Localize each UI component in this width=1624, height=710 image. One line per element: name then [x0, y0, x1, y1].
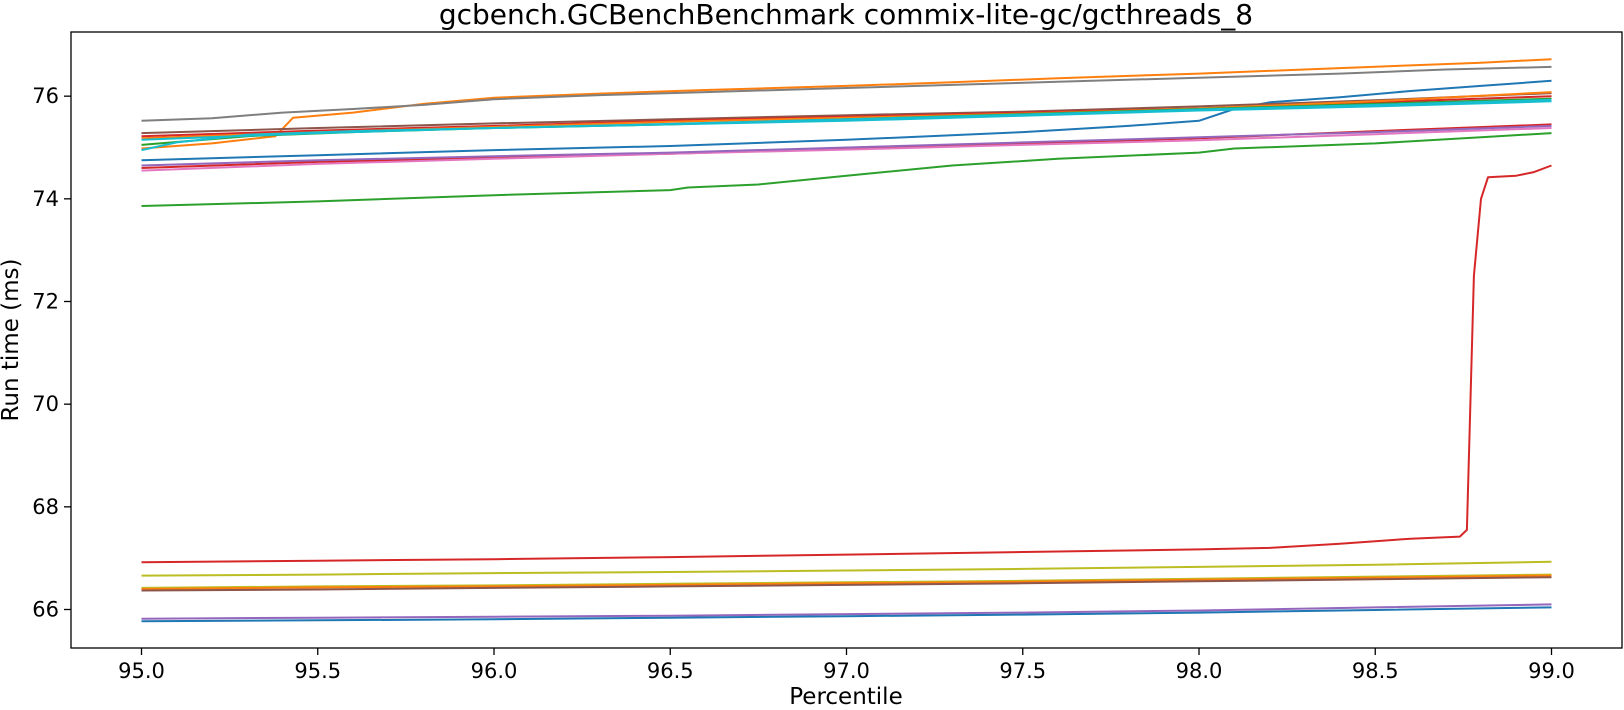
series-line-2	[141, 65, 1552, 122]
series-line-16	[141, 573, 1552, 589]
x-tick-label-9: 99.0	[1528, 659, 1575, 683]
series-line-12	[141, 124, 1552, 167]
x-axis-label: Percentile	[789, 684, 902, 710]
series-line-11	[141, 127, 1552, 172]
y-axis-label: Run time (ms)	[0, 258, 24, 421]
y-tick-label-5: 74	[32, 187, 59, 211]
x-tick-label-3: 96.0	[471, 659, 518, 683]
x-axis: 95.0 95.5 96.0 96.5 97.0 97.5 98.0 98.5 99.0	[118, 648, 1575, 683]
y-tick-label-6: 76	[32, 84, 59, 108]
chart-title: gcbench.GCBenchBenchmark commix-lite-gc/…	[439, 0, 1253, 31]
x-tick-label-7: 98.0	[1176, 659, 1223, 683]
y-tick-label-2: 68	[32, 495, 59, 519]
series-line-20	[141, 606, 1552, 623]
x-tick-label-6: 97.5	[999, 659, 1046, 683]
x-tick-label-5: 97.0	[823, 659, 870, 683]
series-line-19	[141, 603, 1552, 620]
x-tick-label-8: 98.5	[1352, 659, 1399, 683]
series-line-9	[141, 98, 1552, 141]
y-tick-label-4: 72	[32, 290, 59, 314]
plot-series-group	[141, 58, 1552, 623]
y-axis: 66 68 70 72 74 76	[32, 84, 71, 622]
series-line-3	[141, 79, 1552, 162]
y-tick-label-1: 66	[32, 598, 59, 622]
x-tick-label-4: 96.5	[647, 659, 694, 683]
series-line-14	[141, 164, 1552, 564]
series-line-13	[141, 132, 1552, 207]
series-line-18	[141, 576, 1552, 592]
series-line-17	[141, 574, 1552, 590]
series-line-4	[141, 92, 1552, 135]
y-tick-label-3: 70	[32, 392, 59, 416]
x-tick-label-2: 95.5	[294, 659, 341, 683]
series-line-15	[141, 560, 1552, 577]
series-line-1	[141, 58, 1552, 150]
x-tick-label-1: 95.0	[118, 659, 165, 683]
